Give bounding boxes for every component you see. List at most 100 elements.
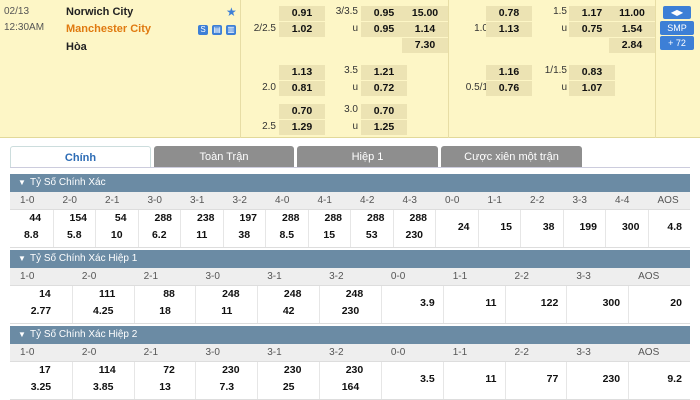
score-odds-cell[interactable]: 300: [605, 210, 648, 247]
home-score-odds[interactable]: 4.8: [667, 221, 682, 233]
score-odds-cell[interactable]: 44 8.8: [10, 210, 53, 247]
stats-icon[interactable]: S: [198, 25, 208, 35]
score-odds-cell[interactable]: 88 18: [133, 286, 196, 323]
home-score-odds[interactable]: 248: [345, 288, 364, 300]
home-score-odds[interactable]: 288: [154, 212, 173, 224]
odds-cell[interactable]: 11.00: [609, 6, 655, 21]
odds-cell[interactable]: 0.76: [486, 81, 532, 96]
favorite-star-icon[interactable]: ★: [226, 5, 237, 19]
away-team[interactable]: Manchester City: [66, 23, 151, 35]
odds-cell[interactable]: 1.02: [279, 22, 325, 37]
score-odds-cell[interactable]: 230: [566, 362, 628, 399]
score-odds-cell[interactable]: 122: [504, 286, 567, 323]
away-score-odds[interactable]: 13: [159, 381, 171, 393]
score-odds-cell[interactable]: 248 42: [257, 286, 319, 323]
score-odds-cell[interactable]: 3.5: [380, 362, 443, 399]
home-score-odds[interactable]: 17: [39, 364, 51, 376]
score-odds-cell[interactable]: 230 7.3: [195, 362, 257, 399]
section-header[interactable]: ▼ Tỷ Số Chính Xác Hiệp 1: [10, 250, 690, 268]
score-odds-cell[interactable]: 14 2.77: [10, 286, 72, 323]
home-score-odds[interactable]: 3.5: [420, 373, 435, 385]
home-score-odds[interactable]: 288: [281, 212, 300, 224]
home-score-odds[interactable]: 20: [670, 297, 682, 309]
odds-cell[interactable]: 1.21: [361, 65, 407, 80]
score-odds-cell[interactable]: 154 5.8: [52, 210, 96, 247]
analysis-icon[interactable]: ▤: [212, 25, 222, 35]
odds-cell[interactable]: 0.91: [279, 6, 325, 21]
score-odds-cell[interactable]: 38: [520, 210, 563, 247]
odds-cell[interactable]: 1.13: [279, 65, 325, 80]
tab-toan-tran[interactable]: Toàn Trận: [154, 146, 294, 168]
odds-cell[interactable]: 0.75: [569, 22, 615, 37]
score-odds-cell[interactable]: 15: [477, 210, 521, 247]
home-score-odds[interactable]: 248: [283, 288, 302, 300]
odds-cell[interactable]: 1.25: [361, 120, 407, 135]
odds-cell[interactable]: 0.70: [361, 104, 407, 119]
score-odds-cell[interactable]: 72 13: [133, 362, 196, 399]
home-score-odds[interactable]: 238: [196, 212, 215, 224]
home-score-odds[interactable]: 114: [98, 364, 116, 376]
home-score-odds[interactable]: 288: [366, 212, 385, 224]
home-score-odds[interactable]: 248: [222, 288, 240, 300]
odds-cell[interactable]: 15.00: [402, 6, 448, 21]
home-score-odds[interactable]: 38: [542, 221, 555, 233]
away-score-odds[interactable]: 53: [365, 229, 378, 241]
score-odds-cell[interactable]: 197 38: [222, 210, 266, 247]
home-score-odds[interactable]: 230: [345, 364, 364, 376]
score-odds-cell[interactable]: 11: [442, 286, 505, 323]
section-header[interactable]: ▼ Tỷ Số Chính Xác: [10, 174, 690, 192]
collapse-arrow-icon[interactable]: ▼: [18, 330, 26, 339]
home-score-odds[interactable]: 15: [500, 221, 512, 233]
collapse-arrow-icon[interactable]: ▼: [18, 178, 26, 187]
score-odds-cell[interactable]: 288 8.5: [265, 210, 308, 247]
away-score-odds[interactable]: 42: [282, 305, 295, 317]
away-score-odds[interactable]: 15: [323, 229, 336, 241]
home-score-odds[interactable]: 230: [602, 373, 621, 385]
section-header[interactable]: ▼ Tỷ Số Chính Xác Hiệp 2: [10, 326, 690, 344]
smp-button[interactable]: SMP: [660, 21, 694, 35]
home-score-odds[interactable]: 88: [163, 288, 175, 300]
score-odds-cell[interactable]: 230 25: [257, 362, 319, 399]
home-score-odds[interactable]: 54: [114, 212, 127, 224]
score-odds-cell[interactable]: 230 164: [319, 362, 381, 399]
home-score-odds[interactable]: 24: [457, 221, 470, 233]
odds-cell[interactable]: 1.54: [609, 22, 655, 37]
home-score-odds[interactable]: 14: [39, 288, 51, 300]
home-score-odds[interactable]: 230: [283, 364, 302, 376]
odds-cell[interactable]: 1.17: [569, 6, 615, 21]
score-odds-cell[interactable]: 300: [566, 286, 628, 323]
odds-cell[interactable]: 0.72: [361, 81, 407, 96]
away-score-odds[interactable]: 25: [282, 381, 295, 393]
home-score-odds[interactable]: 300: [621, 221, 640, 233]
away-score-odds[interactable]: 6.2: [151, 229, 167, 241]
home-score-odds[interactable]: 72: [163, 364, 175, 376]
odds-cell[interactable]: 1.14: [402, 22, 448, 37]
away-score-odds[interactable]: 230: [341, 305, 360, 317]
score-odds-cell[interactable]: 4.8: [647, 210, 691, 247]
odds-cell[interactable]: 1.07: [569, 81, 615, 96]
home-score-odds[interactable]: 122: [540, 297, 559, 309]
home-score-odds[interactable]: 288: [409, 212, 428, 224]
score-odds-cell[interactable]: 17 3.25: [10, 362, 72, 399]
away-score-odds[interactable]: 164: [341, 381, 360, 393]
chart-icon[interactable]: ▥: [226, 25, 236, 35]
away-score-odds[interactable]: 8.5: [279, 229, 295, 241]
odds-cell[interactable]: 2.84: [609, 38, 655, 53]
odds-cell[interactable]: 1.13: [486, 22, 532, 37]
home-score-odds[interactable]: 230: [222, 364, 240, 376]
expand-chevron-icon[interactable]: ◀▶: [663, 6, 691, 19]
away-score-odds[interactable]: 4.25: [93, 305, 114, 317]
odds-cell[interactable]: 7.30: [402, 38, 448, 53]
home-score-odds[interactable]: 154: [69, 212, 88, 224]
home-score-odds[interactable]: 9.2: [667, 373, 682, 385]
home-score-odds[interactable]: 199: [579, 221, 597, 233]
score-odds-cell[interactable]: 288 6.2: [137, 210, 181, 247]
away-score-odds[interactable]: 3.85: [93, 381, 114, 393]
odds-cell[interactable]: 0.78: [486, 6, 532, 21]
score-odds-cell[interactable]: 288 53: [350, 210, 393, 247]
away-score-odds[interactable]: 5.8: [66, 229, 82, 241]
score-odds-cell[interactable]: 111 4.25: [71, 286, 134, 323]
score-odds-cell[interactable]: 77: [504, 362, 567, 399]
home-score-odds[interactable]: 77: [546, 373, 559, 385]
score-odds-cell[interactable]: 248 230: [319, 286, 381, 323]
